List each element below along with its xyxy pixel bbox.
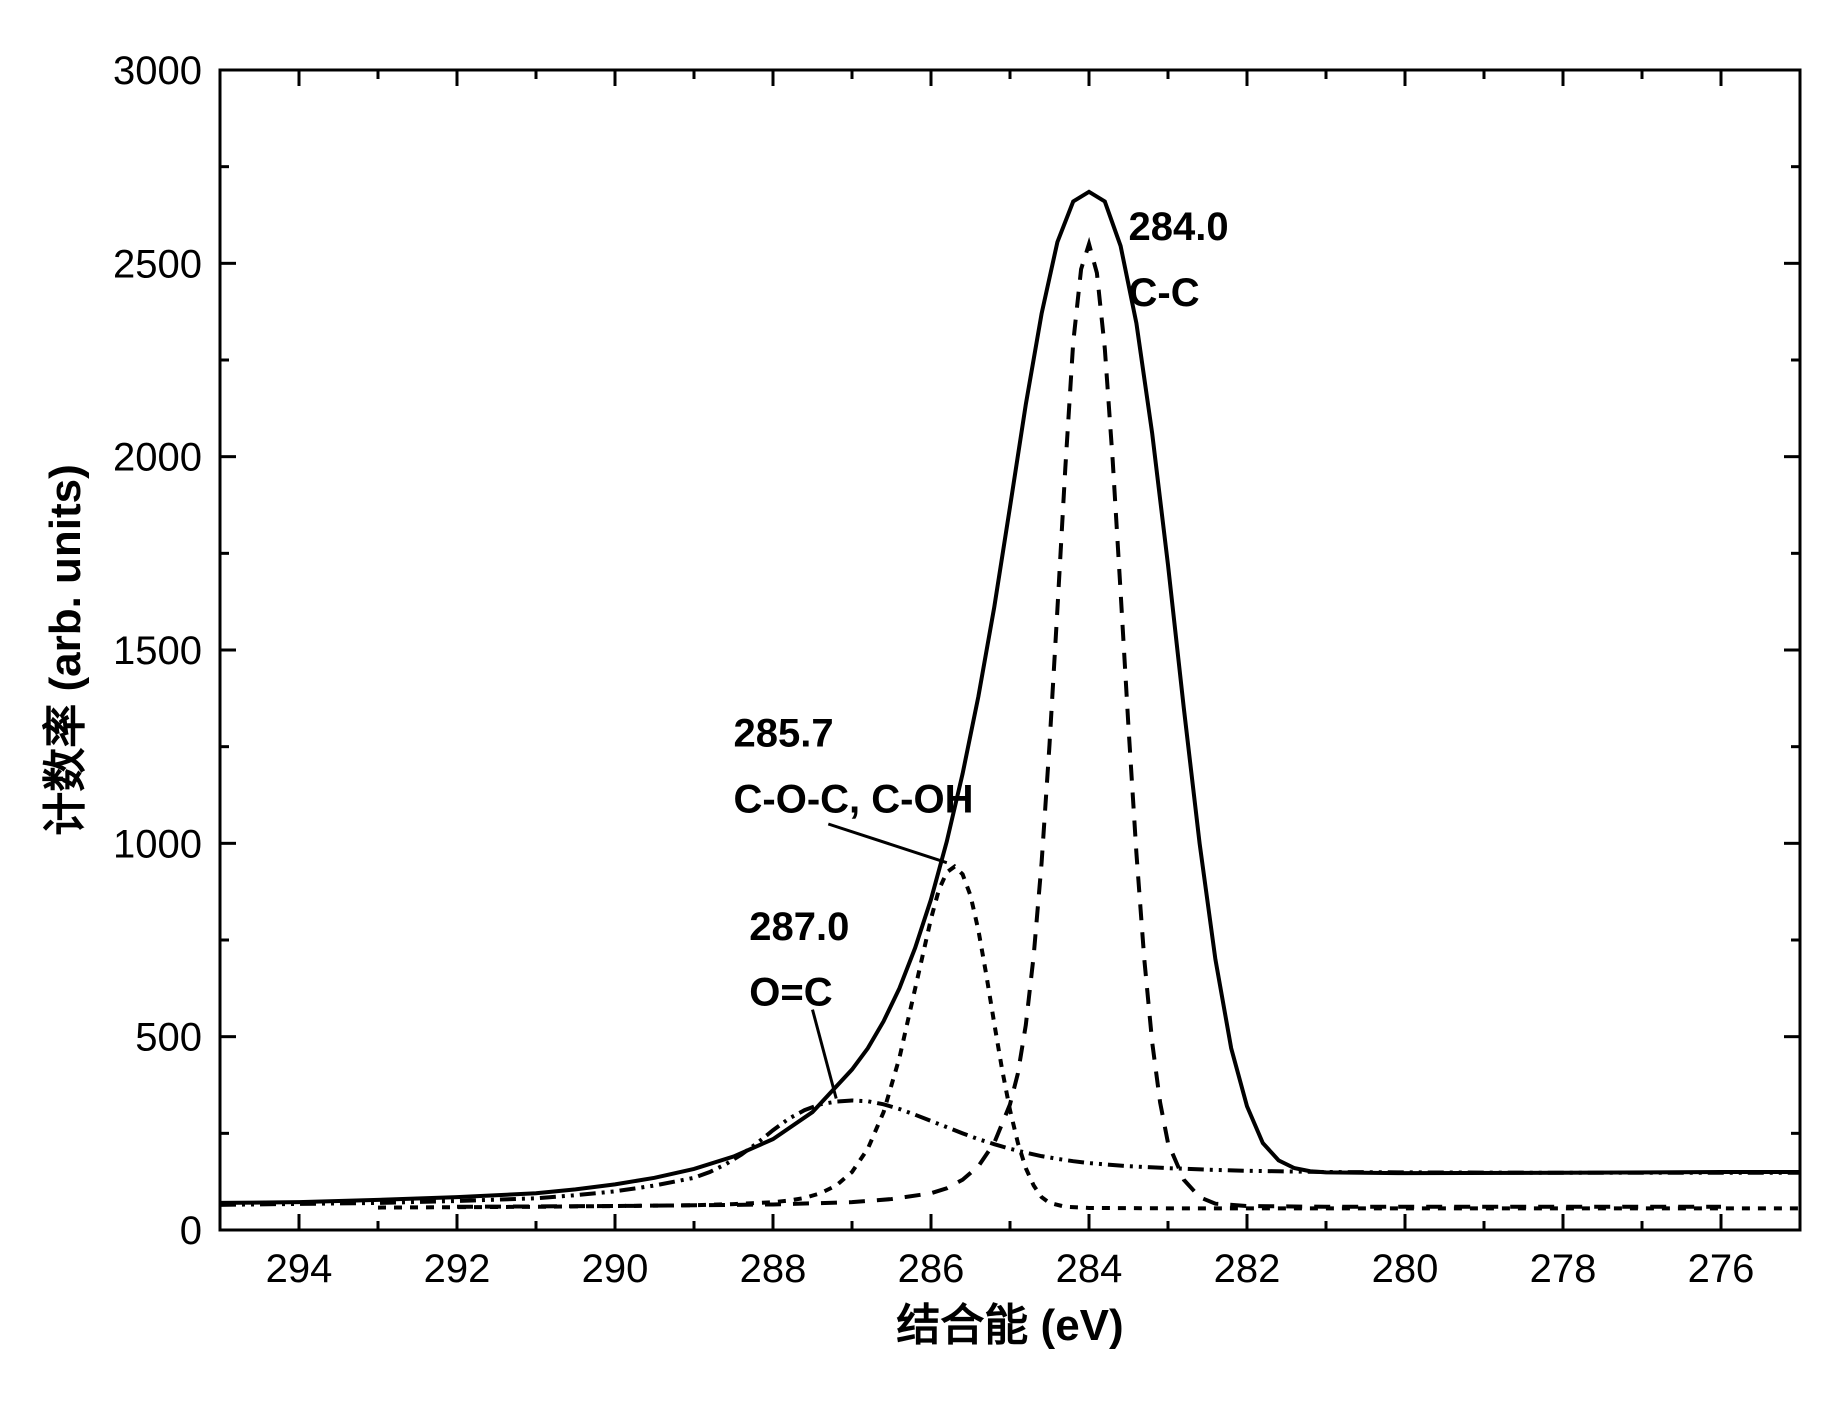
annotation-oc-label: O=C xyxy=(749,971,832,1015)
annotation-coc-value: 285.7 xyxy=(734,712,834,756)
annotation-coc-leader xyxy=(828,824,947,863)
series-oc-peak xyxy=(220,1100,1800,1204)
xps-chart: 294 292 290 288 286 284 282 280 278 276 0 500 1000 15… xyxy=(20,20,1833,1399)
chart-svg: 294 292 290 288 286 284 282 280 278 276 0 500 1000 15… xyxy=(20,20,1833,1399)
series-cc-peak xyxy=(457,244,1721,1207)
x-tick-label: 276 xyxy=(1688,1247,1755,1291)
series-envelope xyxy=(220,192,1800,1203)
annotation-coc-label: C-O-C, C-OH xyxy=(734,777,974,821)
y-tick-label: 3000 xyxy=(113,49,202,93)
annotation-cc-value: 284.0 xyxy=(1129,205,1229,249)
series-coc-peak xyxy=(378,867,1800,1209)
y-tick-label: 2500 xyxy=(113,242,202,286)
y-tick-label: 1500 xyxy=(113,629,202,673)
x-tick-label: 284 xyxy=(1056,1247,1123,1291)
y-tick-label: 1000 xyxy=(113,822,202,866)
annotation-oc-leader xyxy=(813,1010,837,1099)
x-tick-label: 292 xyxy=(424,1247,491,1291)
y-tick-label: 2000 xyxy=(113,436,202,480)
x-tick-label: 288 xyxy=(740,1247,807,1291)
annotation-cc-label: C-C xyxy=(1129,271,1200,315)
x-axis-title: 结合能 (eV) xyxy=(896,1301,1123,1350)
annotation-oc-value: 287.0 xyxy=(749,905,849,949)
x-tick-label: 294 xyxy=(266,1247,333,1291)
x-tick-label: 290 xyxy=(582,1247,649,1291)
plot-frame xyxy=(220,70,1800,1230)
y-tick-label: 0 xyxy=(180,1209,202,1253)
y-tick-label: 500 xyxy=(135,1016,202,1060)
x-tick-label: 286 xyxy=(898,1247,965,1291)
x-tick-label: 282 xyxy=(1214,1247,1281,1291)
x-tick-label: 280 xyxy=(1372,1247,1439,1291)
y-axis-title: 计数率 (arb. units) xyxy=(41,464,90,836)
x-tick-label: 278 xyxy=(1530,1247,1597,1291)
